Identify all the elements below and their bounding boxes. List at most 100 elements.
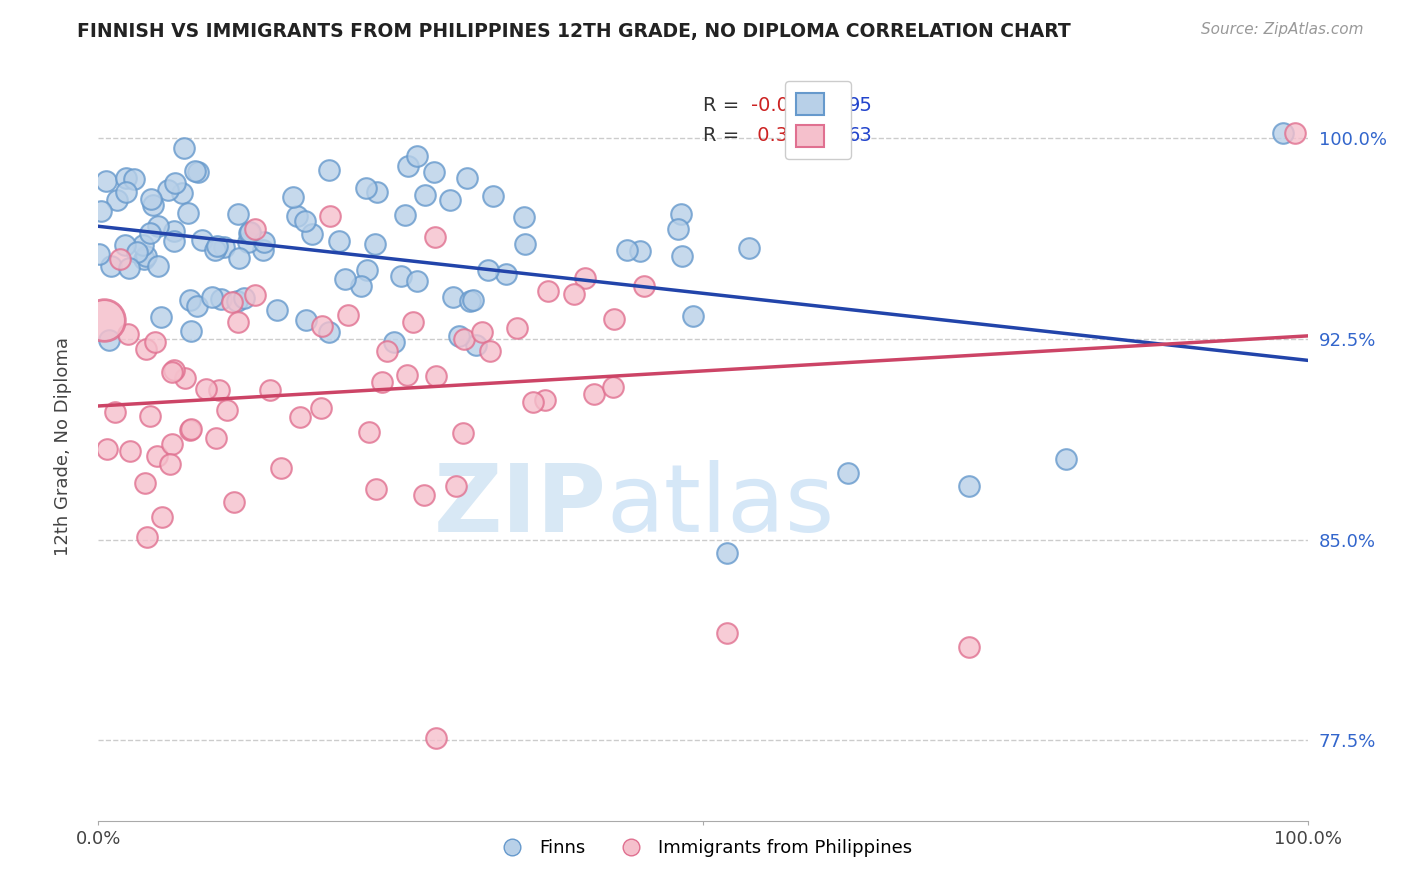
Point	[281, 190, 304, 204]
Point	[394, 208, 416, 222]
Point	[157, 183, 180, 197]
Point	[177, 206, 200, 220]
Point	[460, 294, 482, 309]
Text: ZIP: ZIP	[433, 460, 606, 552]
Point	[294, 213, 316, 227]
Point	[172, 186, 194, 200]
Point	[98, 333, 121, 347]
Point	[441, 290, 464, 304]
Point	[1272, 126, 1295, 140]
Point	[364, 236, 387, 251]
Point	[146, 449, 169, 463]
Point	[682, 310, 704, 324]
Point	[132, 252, 155, 267]
Point	[537, 284, 560, 298]
Point	[602, 380, 624, 394]
Point	[513, 211, 536, 225]
Point	[122, 172, 145, 186]
Point	[337, 308, 360, 322]
Point	[259, 384, 281, 398]
Point	[295, 313, 318, 327]
Point	[93, 313, 115, 327]
Point	[180, 422, 202, 436]
Point	[439, 193, 461, 207]
Point	[413, 488, 436, 502]
Point	[582, 387, 605, 401]
Point	[396, 368, 419, 383]
Point	[415, 188, 437, 202]
Text: FINNISH VS IMMIGRANTS FROM PHILIPPINES 12TH GRADE, NO DIPLOMA CORRELATION CHART: FINNISH VS IMMIGRANTS FROM PHILIPPINES 1…	[77, 22, 1071, 41]
Point	[628, 244, 651, 259]
Point	[495, 267, 517, 281]
Point	[285, 209, 308, 223]
Point	[173, 141, 195, 155]
Point	[716, 626, 738, 640]
Point	[253, 235, 276, 249]
Point	[159, 457, 181, 471]
Point	[243, 288, 266, 302]
Point	[139, 226, 162, 240]
Point	[350, 279, 373, 293]
Point	[228, 252, 250, 266]
Point	[135, 342, 157, 356]
Point	[163, 363, 186, 377]
Point	[143, 335, 166, 350]
Point	[270, 461, 292, 475]
Point	[225, 293, 247, 308]
Point	[456, 171, 478, 186]
Point	[359, 425, 381, 439]
Point	[461, 293, 484, 308]
Point	[389, 268, 412, 283]
Point	[215, 403, 238, 417]
Point	[238, 235, 260, 249]
Point	[444, 479, 467, 493]
Point	[100, 259, 122, 273]
Point	[209, 292, 232, 306]
Text: N =: N =	[806, 95, 844, 114]
Point	[212, 240, 235, 254]
Point	[150, 510, 173, 524]
Point	[423, 229, 446, 244]
Point	[333, 272, 356, 286]
Point	[174, 371, 197, 385]
Point	[425, 369, 447, 384]
Point	[447, 329, 470, 343]
Point	[187, 165, 209, 179]
Point	[506, 321, 529, 335]
Point	[465, 338, 488, 352]
Point	[477, 263, 499, 277]
Point	[425, 731, 447, 745]
Point	[125, 244, 148, 259]
Point	[139, 409, 162, 424]
Point	[471, 325, 494, 339]
Point	[179, 293, 201, 308]
Point	[616, 243, 638, 257]
Point	[179, 423, 201, 437]
Point	[837, 466, 859, 480]
Point	[117, 261, 139, 276]
Text: 63: 63	[848, 126, 873, 145]
Point	[290, 410, 312, 425]
Point	[318, 325, 340, 339]
Point	[222, 495, 245, 509]
Point	[150, 310, 173, 324]
Point	[603, 311, 626, 326]
Point	[534, 392, 557, 407]
Point	[319, 209, 342, 223]
Point	[396, 159, 419, 173]
Point	[366, 185, 388, 199]
Point	[356, 263, 378, 277]
Text: R =: R =	[703, 126, 740, 145]
Point	[252, 243, 274, 257]
Text: N =: N =	[806, 126, 844, 145]
Point	[671, 249, 693, 263]
Point	[957, 479, 980, 493]
Point	[669, 207, 692, 221]
Point	[118, 444, 141, 458]
Point	[354, 180, 377, 194]
Point	[90, 204, 112, 219]
Point	[160, 437, 183, 451]
Point	[163, 234, 186, 248]
Point	[208, 383, 231, 397]
Point	[666, 222, 689, 236]
